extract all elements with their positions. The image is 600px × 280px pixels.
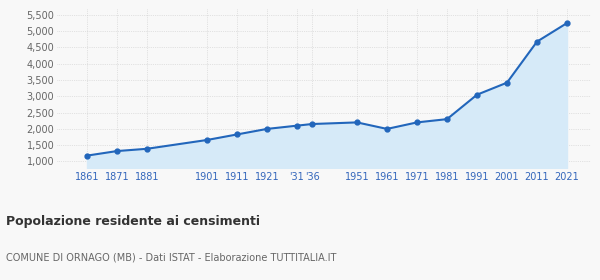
- Text: COMUNE DI ORNAGO (MB) - Dati ISTAT - Elaborazione TUTTITALIA.IT: COMUNE DI ORNAGO (MB) - Dati ISTAT - Ela…: [6, 252, 337, 262]
- Text: Popolazione residente ai censimenti: Popolazione residente ai censimenti: [6, 215, 260, 228]
